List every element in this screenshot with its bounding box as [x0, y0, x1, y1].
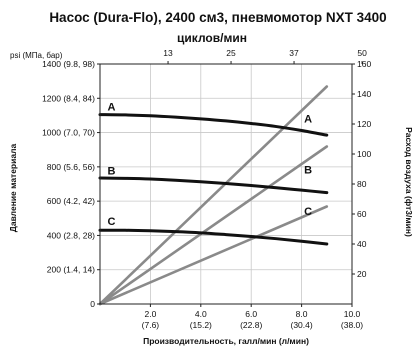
series-label-b: B — [108, 166, 116, 178]
y-left-tick-label: 400 (2.8, 28) — [47, 230, 95, 240]
y-right-tick-label: 160 — [357, 59, 371, 69]
x-tick-sublabel: (7.6) — [142, 320, 160, 330]
y-axis-left-title: Давление материала — [8, 144, 18, 233]
x-tick-sublabel: (22.8) — [240, 320, 262, 330]
pressure-curve-c — [98, 228, 329, 246]
y-left-tick-label: 600 (4.2, 42) — [47, 196, 95, 206]
x-tick-label: 8.0 — [296, 309, 308, 319]
y-right-tick-label: 100 — [357, 149, 371, 159]
series-label-c: C — [304, 206, 312, 218]
top-tick-label: 25 — [226, 48, 236, 58]
x-tick-label: 2.0 — [144, 309, 156, 319]
series-label-c: C — [108, 216, 116, 228]
x-tick-sublabel: (15.2) — [190, 320, 212, 330]
x-tick-sublabel: (30.4) — [290, 320, 312, 330]
air-flow-line-c — [98, 205, 329, 306]
y-axis-right-title: Расход воздуха (фт3/мин) — [404, 127, 414, 237]
y-left-tick-label: 800 (5.6, 56) — [47, 162, 95, 172]
y-left-tick-label: 1400 (9.8, 98) — [42, 59, 95, 69]
x-tick-label: 6.0 — [245, 309, 257, 319]
left-unit-label: psi (МПа, бар) — [10, 51, 63, 60]
x-tick-sublabel: (38.0) — [341, 320, 363, 330]
top-tick-label: 13 — [163, 48, 173, 58]
series-labels-layer: A B C A B C — [108, 101, 313, 228]
pressure-curve-a — [98, 113, 329, 137]
y-left-tick-label: 0 — [90, 299, 95, 309]
series-label-a: A — [108, 101, 116, 113]
pressure-curve-b — [98, 176, 329, 195]
y-right-tick-label: 80 — [357, 179, 367, 189]
x-axis-title: Производительность, галл/мин (л/мин) — [143, 336, 309, 346]
y-right-tick-label: 120 — [357, 119, 371, 129]
top-axis-title: циклов/мин — [177, 31, 247, 45]
chart-title: Насос (Dura-Flo), 2400 см3, пневмомотор … — [49, 10, 386, 25]
y-left-tick-label: 200 (1.4, 14) — [47, 265, 95, 275]
y-right-tick-label: 140 — [357, 89, 371, 99]
air-flow-line-b — [98, 145, 329, 306]
air-flow-line-a — [98, 85, 329, 306]
y-right-tick-label: 40 — [357, 239, 367, 249]
series-label-b: B — [304, 165, 312, 177]
x-tick-label: 4.0 — [195, 309, 207, 319]
top-tick-label: 37 — [289, 48, 299, 58]
pressure-layer — [98, 113, 329, 246]
x-tick-label: 10.0 — [344, 309, 361, 319]
y-left-tick-label: 1200 (8.4, 84) — [42, 93, 95, 103]
axes-layer: 0 200 (1.4, 14) 400 (2.8, 28) 600 (4.2, 42)… — [42, 48, 371, 330]
y-right-tick-label: 20 — [357, 269, 367, 279]
air-flow-layer — [98, 85, 329, 306]
top-tick-label: 50 — [357, 48, 367, 58]
y-left-tick-label: 1000 (7.0, 70) — [42, 128, 95, 138]
series-label-a: A — [304, 113, 312, 125]
y-right-tick-label: 60 — [357, 209, 367, 219]
